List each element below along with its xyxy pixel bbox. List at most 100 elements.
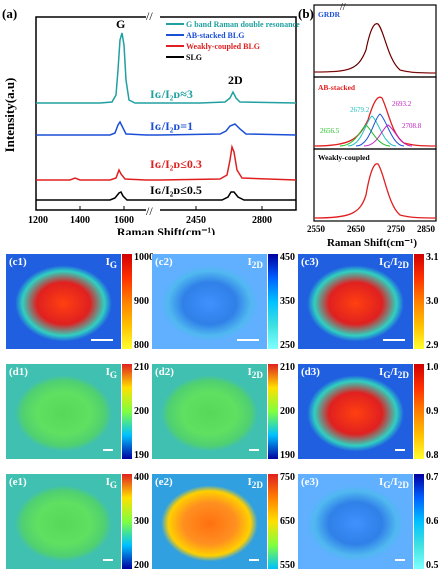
legend-slg: SLG: [186, 53, 202, 62]
colorbar: [268, 364, 278, 459]
colorbar-tick: 190: [134, 450, 149, 461]
scale-bar: [103, 559, 113, 561]
scale-bar: [249, 559, 259, 561]
colorbar-tick: 300: [134, 516, 149, 527]
colorbar-tick: 400: [134, 472, 149, 483]
raman-map: (d2) I2D: [152, 364, 267, 459]
panel-a-xlabel: Raman Shift(cm⁻¹): [117, 225, 215, 235]
scale-bar: [237, 339, 259, 341]
colorbar-tick: 450: [280, 252, 295, 263]
panel-a-label: (a): [2, 6, 18, 21]
ratio-weak: Iɢ/I₂ᴅ≤0.3: [150, 157, 202, 171]
b-xtick-2750: 2750: [387, 224, 406, 234]
sub-grdr-title: GRDR: [318, 10, 341, 19]
a-xtick-1600: 1600: [114, 215, 134, 226]
map-panel-label: (c1): [9, 256, 27, 268]
colorbar-tick: 200: [134, 560, 149, 571]
ratio-slg: Iɢ/I₂ᴅ≤0.5: [150, 183, 202, 197]
map-panel-label: (c3): [301, 256, 319, 268]
b-xtick-2650: 2650: [347, 224, 366, 234]
scale-bar: [395, 449, 405, 451]
raman-map: (c3) IG/I2D: [298, 254, 413, 349]
scale-bar: [103, 449, 113, 451]
map-quantity-label: I2D: [247, 256, 263, 271]
map-panel-label: (c2): [155, 256, 173, 268]
ratio-ab: Iɢ/I₂ᴅ=1: [150, 119, 193, 133]
colorbar-tick: 550: [280, 560, 295, 571]
colorbar-tick: 900: [134, 296, 149, 307]
panel-b-label: (b): [298, 6, 314, 21]
sub-weak-title: Weakly-coupled: [318, 153, 371, 162]
panel-b-xlabel: Raman Shift(cm⁻¹): [327, 237, 417, 249]
raman-map: (e1) IG: [6, 474, 121, 569]
panel-b-chart: // GRDR AB-stacked 2679.2 2693.2 2656.5 …: [307, 2, 437, 249]
colorbar: [122, 364, 132, 459]
raman-map: (e3) IG/I2D: [298, 474, 413, 569]
legend-grdr: G band Raman double resonance: [186, 20, 300, 29]
a-xtick-2800: 2800: [252, 215, 272, 226]
colorbar-tick: 0.8: [426, 450, 438, 461]
map-quantity-label: I2D: [247, 476, 263, 491]
legend-ab: AB-stacked BLG: [186, 31, 244, 40]
colorbar: [414, 364, 424, 459]
map-panel-label: (e2): [155, 476, 173, 488]
colorbar-tick: 0.5: [426, 560, 438, 571]
colorbar-tick: 210: [134, 362, 149, 373]
map-quantity-label: IG/I2D: [379, 256, 409, 271]
peak-2693: 2693.2: [392, 100, 412, 108]
series-slg: [36, 190, 296, 201]
colorbar: [268, 254, 278, 349]
ratio-grdr: Iɢ/I₂ᴅ≈3: [150, 87, 193, 101]
sub-ab-title: AB-stacked: [318, 83, 356, 92]
colorbar: [414, 254, 424, 349]
panel-a-break-bottom: //: [146, 204, 153, 218]
colorbar-tick: 0.6: [426, 516, 438, 527]
colorbar: [268, 474, 278, 569]
colorbar: [122, 254, 132, 349]
map-quantity-label: I2D: [247, 366, 263, 381]
a-xtick-1400: 1400: [70, 215, 90, 226]
map-panel-label: (d1): [9, 366, 28, 378]
panel-a-ylabel: Intensity(a.u): [2, 78, 17, 153]
colorbar-tick: 200: [280, 406, 295, 417]
map-quantity-label: IG/I2D: [379, 366, 409, 381]
colorbar-tick: 750: [280, 472, 295, 483]
colorbar-tick: 250: [280, 340, 295, 351]
raman-map: (c2) I2D: [152, 254, 267, 349]
raman-map: (c1) IG: [6, 254, 121, 349]
panel-a-legend: G band Raman double resonance AB-stacked…: [166, 20, 300, 62]
colorbar-tick: 350: [280, 296, 295, 307]
series-weak: [36, 144, 297, 181]
a-xtick-1200: 1200: [28, 215, 48, 226]
series-grdr: [36, 32, 297, 104]
panel-b-break: //: [340, 2, 346, 13]
map-panel-label: (e1): [9, 476, 27, 488]
panel-a-chart: Intensity(a.u) // // G 2D G band Raman d…: [2, 9, 300, 235]
peak-2d-label: 2D: [228, 73, 243, 87]
colorbar: [414, 474, 424, 569]
scale-bar: [91, 339, 113, 341]
raman-map: (d3) IG/I2D: [298, 364, 413, 459]
b-xtick-2850: 2850: [417, 224, 436, 234]
peak-2708: 2708.8: [402, 122, 422, 130]
map-quantity-label: IG: [105, 476, 117, 491]
colorbar-tick: 3.1: [426, 252, 438, 263]
colorbar-tick: 650: [280, 516, 295, 527]
legend-weak: Weakly-coupled BLG: [186, 42, 260, 51]
raman-map: (d1) IG: [6, 364, 121, 459]
colorbar-tick: 190: [280, 450, 295, 461]
colorbar: [122, 474, 132, 569]
colorbar-tick: 0.7: [426, 472, 438, 483]
map-quantity-label: IG/I2D: [379, 476, 409, 491]
peak-g-label: G: [116, 17, 125, 31]
panel-a-break-top: //: [146, 9, 153, 23]
a-xtick-2450: 2450: [186, 215, 206, 226]
colorbar-tick: 3.0: [426, 296, 438, 307]
peak-2656: 2656.5: [320, 127, 340, 135]
scale-bar: [395, 559, 405, 561]
map-panel-label: (d2): [155, 366, 174, 378]
map-quantity-label: IG: [105, 256, 117, 271]
colorbar-tick: 2.9: [426, 340, 438, 351]
series-ab: [36, 120, 297, 136]
map-panel-label: (e3): [301, 476, 319, 488]
